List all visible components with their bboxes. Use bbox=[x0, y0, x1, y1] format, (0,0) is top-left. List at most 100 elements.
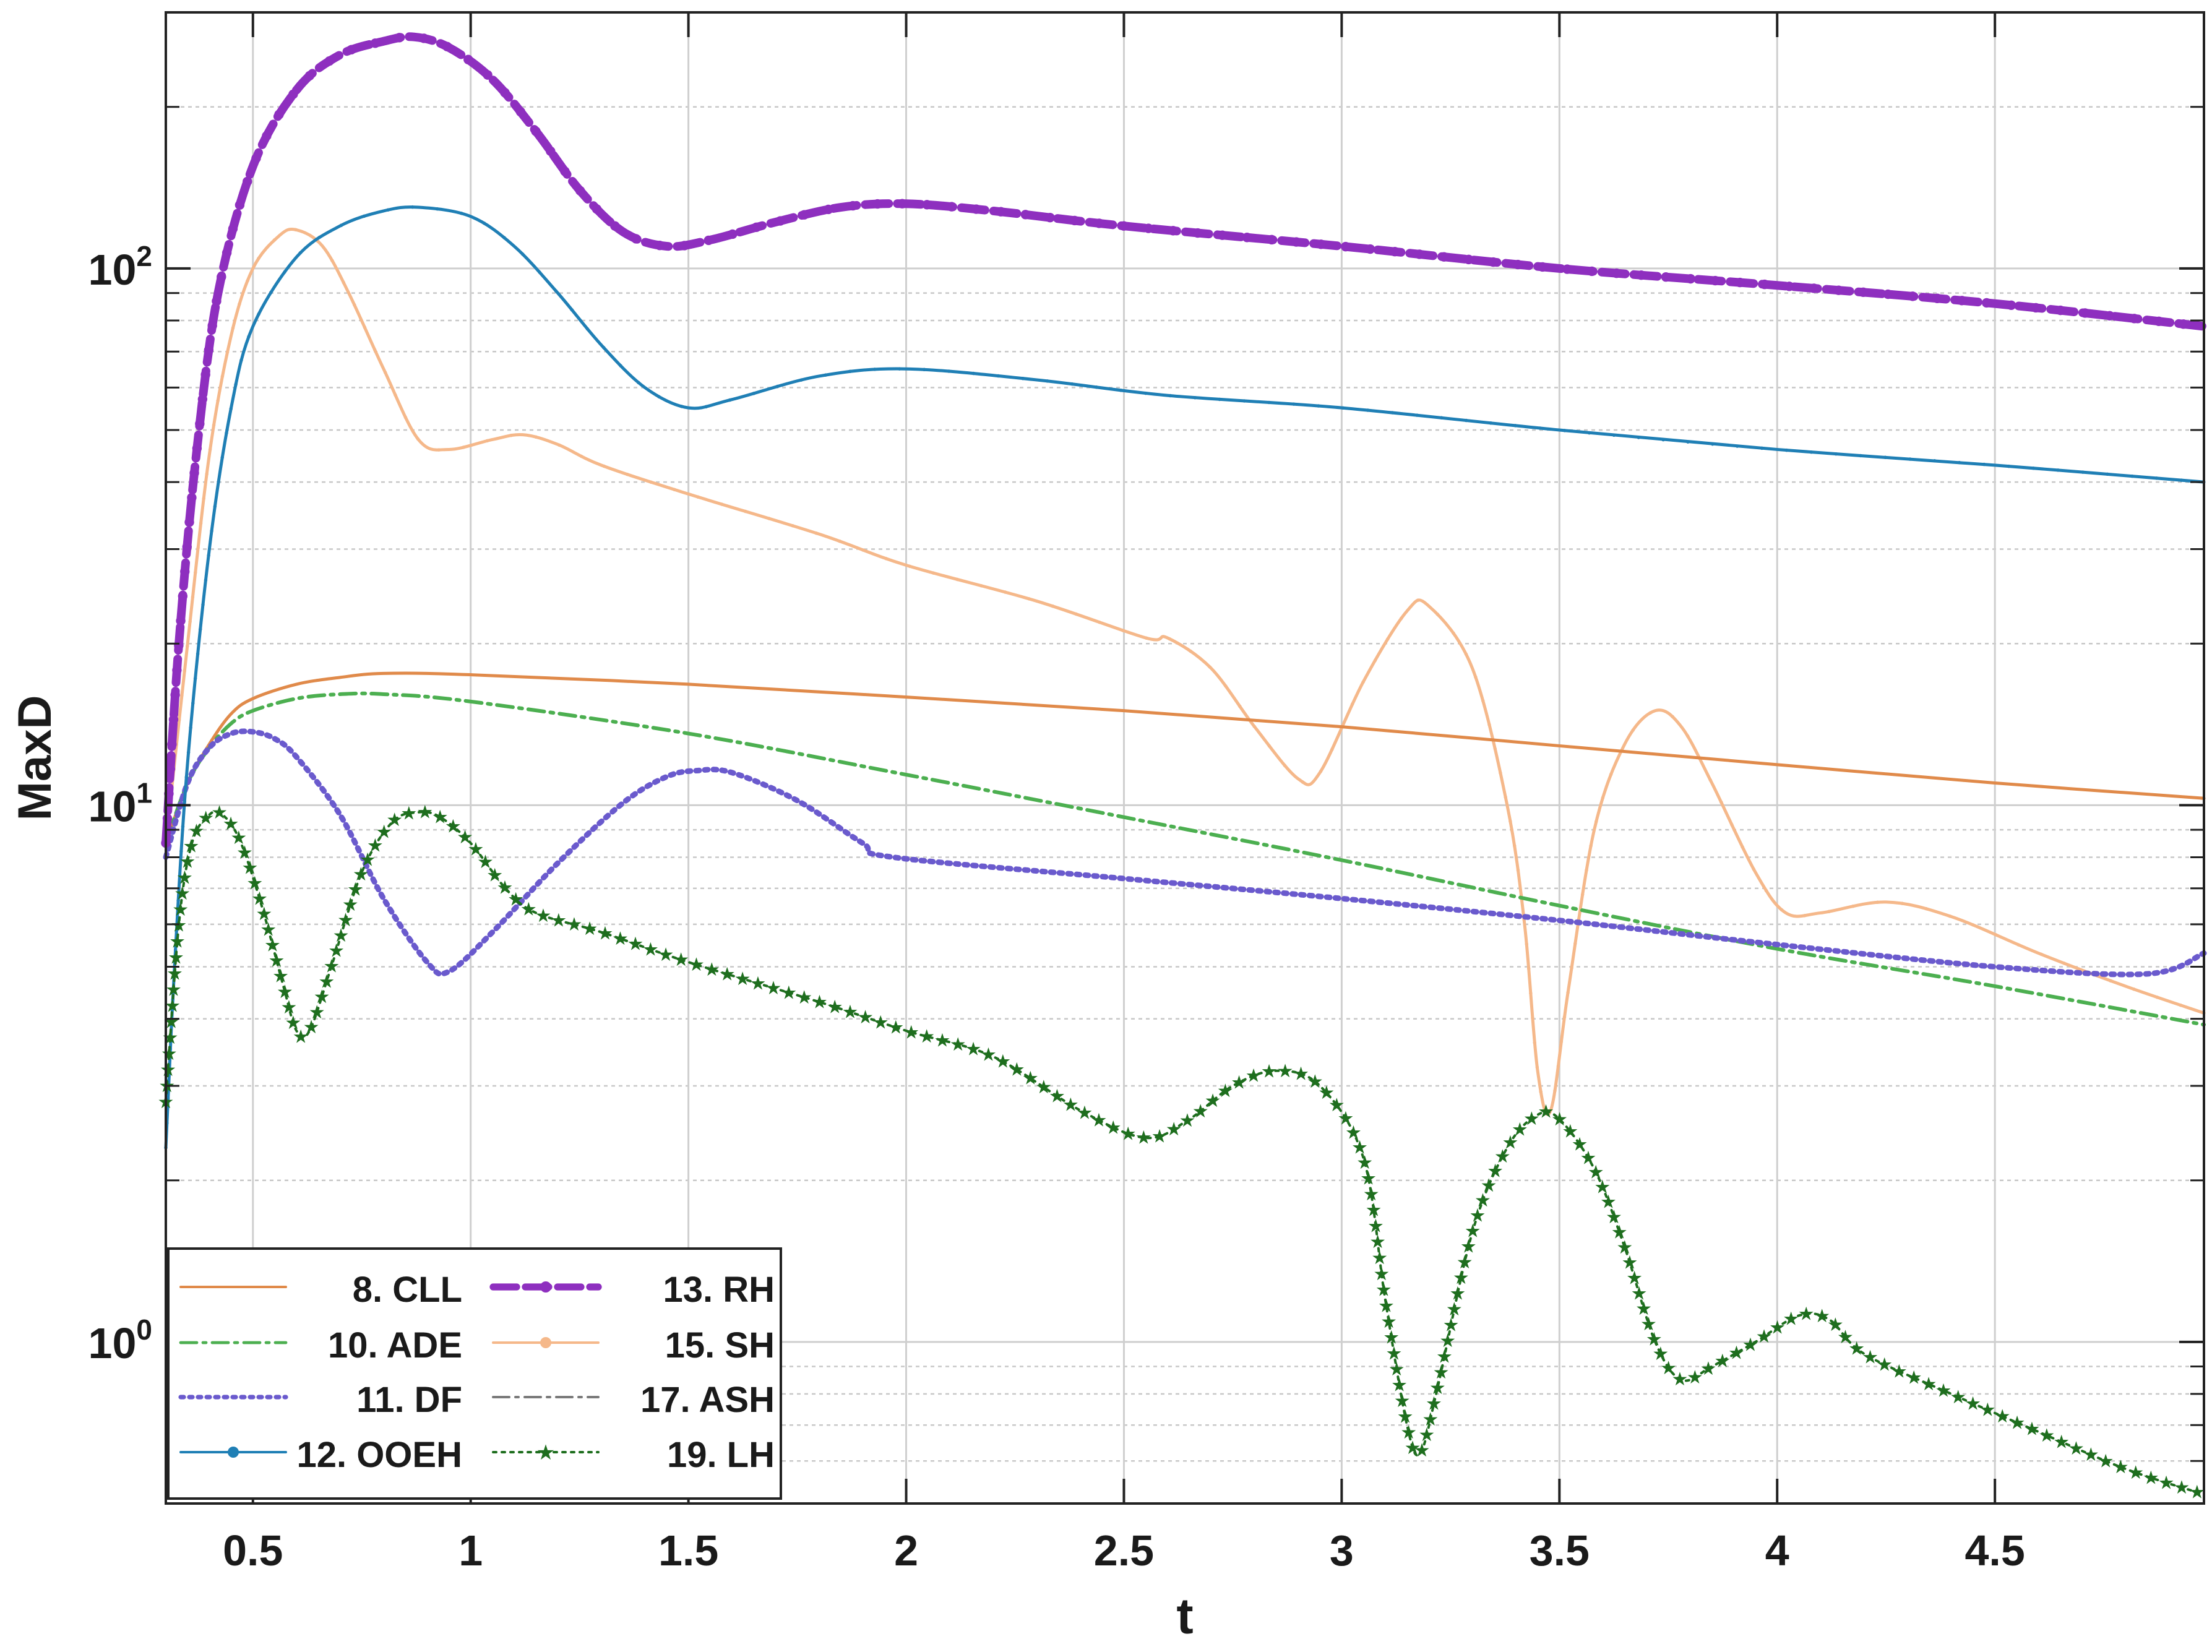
series-marker-12-ooeh bbox=[922, 368, 926, 372]
series-marker-13-rh bbox=[370, 38, 381, 48]
series-marker-12-ooeh bbox=[435, 207, 439, 211]
series-marker-13-rh bbox=[751, 222, 762, 233]
series-marker-19-lh: ★ bbox=[1433, 1362, 1450, 1383]
series-marker-13-rh bbox=[176, 616, 186, 626]
series-marker-19-lh: ★ bbox=[1469, 1205, 1486, 1227]
series-marker-13-rh bbox=[1611, 268, 1622, 278]
series-marker-19-lh: ★ bbox=[1035, 1077, 1052, 1098]
series-marker-15-sh bbox=[696, 495, 700, 499]
series-marker-12-ooeh bbox=[2056, 468, 2060, 472]
series-marker-15-sh bbox=[2155, 996, 2159, 999]
series-marker-15-sh bbox=[1752, 867, 1755, 871]
series-marker-13-rh bbox=[167, 739, 177, 749]
series-marker-15-sh bbox=[814, 531, 819, 535]
series-marker-19-lh: ★ bbox=[174, 883, 191, 905]
series-marker-19-lh: ★ bbox=[507, 889, 524, 911]
series-marker-13-rh bbox=[324, 56, 335, 66]
series-marker-12-ooeh bbox=[799, 378, 803, 382]
series-marker-19-lh: ★ bbox=[1414, 1440, 1431, 1461]
series-marker-12-ooeh bbox=[1982, 462, 1986, 467]
series-marker-13-rh bbox=[775, 216, 785, 226]
series-marker-12-ooeh bbox=[897, 367, 902, 371]
series-marker-19-lh: ★ bbox=[719, 963, 736, 985]
series-marker-15-sh bbox=[1741, 845, 1744, 849]
series-marker-12-ooeh bbox=[1292, 402, 1296, 406]
series-marker-12-ooeh bbox=[637, 381, 640, 385]
series-marker-19-lh: ★ bbox=[1622, 1252, 1638, 1274]
series-marker-19-lh: ★ bbox=[256, 903, 272, 925]
series-marker-13-rh bbox=[2080, 308, 2090, 318]
series-marker-13-rh bbox=[531, 126, 541, 136]
series-marker-19-lh: ★ bbox=[1652, 1343, 1669, 1365]
series-19-lh: ★★★★★★★★★★★★★★★★★★★★★★★★★★★★★★★★★★★★★★★★… bbox=[158, 801, 2206, 1503]
series-marker-19-lh: ★ bbox=[1429, 1377, 1446, 1399]
series-marker-15-sh bbox=[673, 488, 676, 492]
series-marker-13-rh bbox=[1636, 270, 1646, 280]
series-marker-19-lh: ★ bbox=[2098, 1450, 2114, 1472]
series-marker-19-lh: ★ bbox=[627, 934, 644, 955]
series-marker-15-sh bbox=[273, 238, 277, 242]
series-marker-12-ooeh bbox=[1784, 448, 1789, 452]
series-marker-19-lh: ★ bbox=[796, 987, 812, 1009]
series-marker-15-sh bbox=[1553, 1089, 1557, 1093]
series-marker-13-rh bbox=[170, 690, 180, 700]
series-marker-12-ooeh bbox=[679, 405, 684, 408]
series-marker-15-sh bbox=[177, 718, 181, 722]
series-marker-12-ooeh bbox=[1809, 450, 1814, 454]
series-marker-13-rh bbox=[222, 247, 232, 258]
series-marker-13-rh bbox=[1020, 210, 1031, 220]
series-marker-12-ooeh bbox=[410, 205, 415, 209]
series-marker-19-lh: ★ bbox=[337, 910, 354, 931]
series-marker-19-lh: ★ bbox=[980, 1044, 997, 1065]
series-marker-13-rh bbox=[1119, 221, 1129, 231]
series-marker-15-sh bbox=[208, 447, 212, 452]
series-marker-19-lh: ★ bbox=[1538, 1101, 1554, 1123]
series-marker-12-ooeh bbox=[2031, 466, 2036, 470]
series-marker-13-rh bbox=[1587, 266, 1597, 277]
legend-label-15-sh: 15. SH bbox=[665, 1325, 775, 1366]
series-marker-19-lh: ★ bbox=[251, 888, 268, 910]
series-marker-13-rh bbox=[897, 199, 907, 209]
series-marker-15-sh bbox=[626, 472, 629, 476]
series-marker-13-rh bbox=[2055, 305, 2065, 316]
series-marker-13-rh bbox=[2129, 314, 2140, 324]
series-marker-13-rh bbox=[1291, 237, 1301, 247]
series-marker-19-lh: ★ bbox=[1391, 1375, 1408, 1396]
series-marker-12-ooeh bbox=[1711, 442, 1715, 446]
series-marker-15-sh bbox=[416, 437, 420, 441]
legend-item-13-rh: 13. RH bbox=[489, 1270, 775, 1310]
series-marker-19-lh: ★ bbox=[1594, 1176, 1611, 1198]
x-tick-label: 1.5 bbox=[658, 1526, 718, 1575]
series-marker-13-rh bbox=[251, 153, 261, 163]
series-marker-15-sh bbox=[183, 669, 187, 673]
series-marker-12-ooeh bbox=[207, 554, 210, 557]
series-marker-19-lh: ★ bbox=[1660, 1357, 1677, 1379]
series-marker-12-ooeh bbox=[619, 364, 622, 368]
series-marker-19-lh: ★ bbox=[765, 978, 781, 999]
series-marker-19-lh: ★ bbox=[1439, 1330, 1456, 1352]
series-marker-13-rh bbox=[799, 210, 809, 220]
series-marker-12-ooeh bbox=[1883, 455, 1887, 460]
series-marker-12-ooeh bbox=[775, 384, 780, 389]
series-marker-13-rh bbox=[212, 296, 222, 306]
series-marker-19-lh: ★ bbox=[1246, 1065, 1262, 1086]
series-marker-12-ooeh bbox=[239, 358, 243, 363]
series-marker-19-lh: ★ bbox=[1373, 1263, 1390, 1285]
series-marker-19-lh: ★ bbox=[1418, 1424, 1435, 1446]
series-marker-12-ooeh bbox=[189, 726, 192, 730]
series-marker-15-sh bbox=[1487, 723, 1491, 726]
series-marker-12-ooeh bbox=[704, 405, 708, 409]
legend-label-19-lh: 19. LH bbox=[667, 1435, 775, 1475]
series-marker-19-lh: ★ bbox=[318, 971, 335, 992]
series-marker-19-lh: ★ bbox=[1950, 1387, 1966, 1408]
series-marker-19-lh: ★ bbox=[1380, 1311, 1397, 1333]
series-marker-12-ooeh bbox=[210, 529, 213, 533]
series-marker-19-lh: ★ bbox=[1769, 1317, 1786, 1338]
series-marker-19-lh: ★ bbox=[416, 801, 433, 823]
series-marker-19-lh: ★ bbox=[211, 802, 228, 824]
series-marker-19-lh: ★ bbox=[1192, 1101, 1209, 1122]
series-marker-19-lh: ★ bbox=[170, 915, 187, 937]
series-marker-19-lh: ★ bbox=[1443, 1315, 1460, 1336]
series-marker-15-sh bbox=[1145, 636, 1148, 640]
